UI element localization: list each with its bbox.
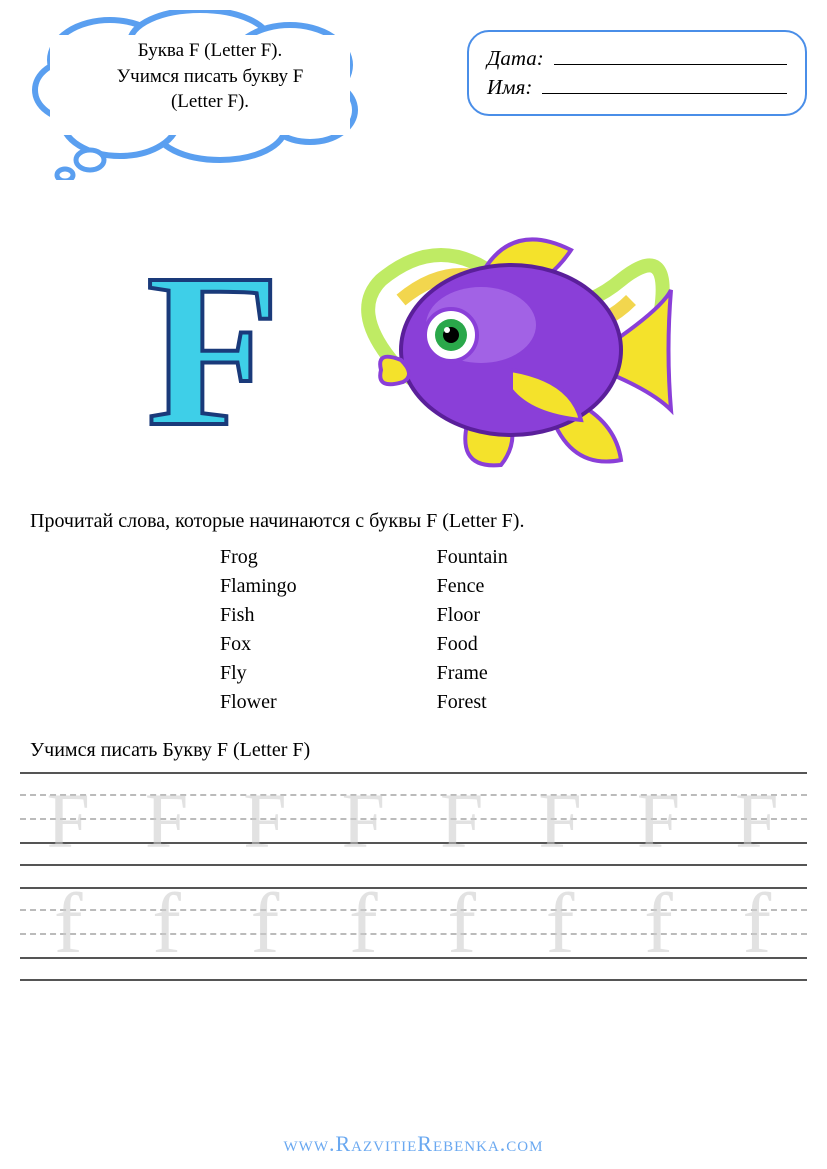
word: Frame bbox=[437, 659, 508, 688]
writing-row-lower[interactable]: f f f f f f f f bbox=[20, 887, 807, 982]
cloud-text: Буква F (Letter F). Учимся писать букву … bbox=[70, 38, 350, 115]
word: Fountain bbox=[437, 543, 508, 572]
footer-url: www.RazvitieRebenka.com bbox=[0, 1131, 827, 1157]
big-letter-f: F bbox=[146, 240, 280, 460]
word: Floor bbox=[437, 601, 508, 630]
illustration-row: F bbox=[0, 210, 827, 490]
word: Fly bbox=[220, 659, 297, 688]
word: Food bbox=[437, 630, 508, 659]
word-col-1: Frog Flamingo Fish Fox Fly Flower bbox=[220, 543, 297, 717]
read-instruction: Прочитай слова, которые начинаются с бук… bbox=[0, 490, 827, 541]
cloud-line2: Учимся писать букву F bbox=[70, 64, 350, 90]
word: Flamingo bbox=[220, 572, 297, 601]
writing-row-upper[interactable]: F F F F F F F F bbox=[20, 772, 807, 867]
cloud-line1: Буква F (Letter F). bbox=[70, 38, 350, 64]
name-label: Имя: bbox=[487, 75, 532, 100]
word: Fox bbox=[220, 630, 297, 659]
cloud-line3: (Letter F). bbox=[70, 89, 350, 115]
info-box: Дата: Имя: bbox=[467, 30, 807, 116]
word: Fish bbox=[220, 601, 297, 630]
thought-cloud: Буква F (Letter F). Учимся писать букву … bbox=[20, 10, 380, 180]
word: Flower bbox=[220, 688, 297, 717]
trace-letters-upper: F F F F F F F F bbox=[20, 776, 807, 866]
writing-grid: F F F F F F F F f f f f f f f f bbox=[0, 772, 827, 982]
word: Frog bbox=[220, 543, 297, 572]
word-col-2: Fountain Fence Floor Food Frame Forest bbox=[437, 543, 508, 717]
date-label: Дата: bbox=[487, 46, 544, 71]
word-columns: Frog Flamingo Fish Fox Fly Flower Founta… bbox=[0, 541, 827, 717]
word: Forest bbox=[437, 688, 508, 717]
date-field-line[interactable] bbox=[554, 44, 787, 65]
practice-heading: Учимся писать Букву F (Letter F) bbox=[0, 717, 827, 772]
fish-illustration bbox=[321, 210, 681, 490]
word: Fence bbox=[437, 572, 508, 601]
name-field-line[interactable] bbox=[542, 73, 787, 94]
